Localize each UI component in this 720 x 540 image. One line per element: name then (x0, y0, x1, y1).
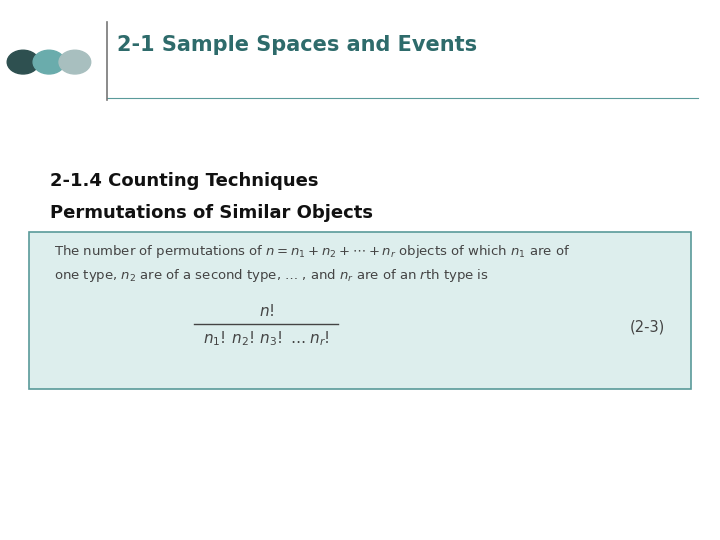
Circle shape (59, 50, 91, 74)
Text: one type, $n_2$ are of a second type, $\ldots$ , and $n_r$ are of an $r$th type : one type, $n_2$ are of a second type, $\… (54, 267, 489, 284)
Circle shape (33, 50, 65, 74)
Text: (2-3): (2-3) (630, 319, 665, 334)
Text: 2-1.4 Counting Techniques: 2-1.4 Counting Techniques (50, 172, 319, 190)
Text: $n!$: $n!$ (258, 302, 274, 319)
Text: The number of permutations of $n = n_1 + n_2 + \cdots + n_r$ objects of which $n: The number of permutations of $n = n_1 +… (54, 242, 570, 260)
Text: 2-1 Sample Spaces and Events: 2-1 Sample Spaces and Events (117, 35, 477, 55)
FancyBboxPatch shape (29, 232, 691, 389)
Circle shape (7, 50, 39, 74)
Text: $n_1!\, n_2!\, n_3! \;\ldots\; n_r!$: $n_1!\, n_2!\, n_3! \;\ldots\; n_r!$ (203, 329, 330, 348)
Text: Permutations of Similar Objects: Permutations of Similar Objects (50, 204, 374, 222)
